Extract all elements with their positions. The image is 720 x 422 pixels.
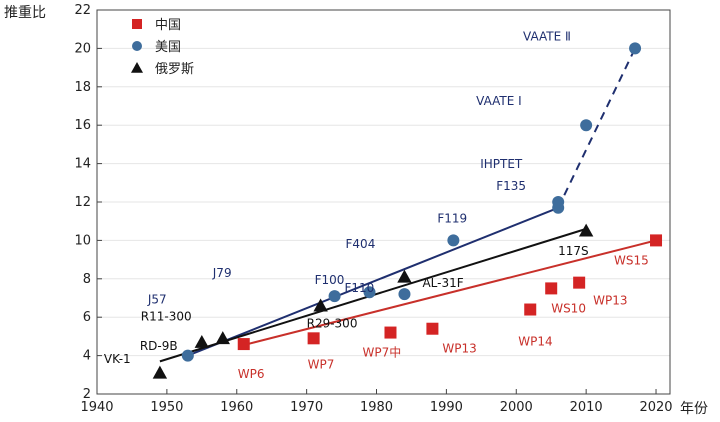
point-label: WP13: [593, 294, 627, 308]
y-axis-label: 推重比: [4, 5, 46, 21]
point-label: RD-9B: [140, 339, 178, 353]
x-tick-label: 1970: [290, 400, 323, 415]
point-label: WP6: [238, 367, 265, 381]
x-tick-label: 1990: [430, 400, 463, 415]
x-tick-label: 1980: [360, 400, 393, 415]
point-label: IHPTET: [480, 157, 523, 171]
point-label: J79: [212, 266, 232, 280]
y-tick-label: 16: [74, 118, 91, 133]
point-marker-triangle: [152, 365, 168, 379]
y-tick-label: 8: [83, 272, 91, 287]
legend-point-marker-square: [132, 19, 142, 29]
x-tick-label: 2010: [570, 400, 603, 415]
point-marker-triangle: [194, 334, 210, 348]
y-tick-label: 6: [83, 310, 91, 325]
x-axis-label: 年份: [680, 401, 708, 417]
point-label: VK-1: [104, 352, 131, 366]
point-marker-triangle: [215, 331, 230, 345]
point-label: R11-300: [141, 309, 192, 323]
trend-line: [243, 239, 657, 347]
point-marker-square: [650, 234, 663, 247]
x-tick-label: 2020: [639, 400, 672, 415]
legend-label: 俄罗斯: [155, 62, 194, 77]
point-label: AL-31F: [422, 276, 463, 290]
point-label: WS10: [551, 301, 586, 315]
point-label: F404: [346, 237, 376, 251]
x-tick-label: 1940: [80, 400, 113, 415]
point-marker-square: [524, 303, 537, 316]
y-tick-label: 4: [83, 349, 91, 364]
y-tick-label: 22: [74, 3, 91, 18]
point-marker-circle: [181, 349, 194, 362]
point-label: WP13: [442, 342, 476, 356]
trend-line: [187, 206, 559, 357]
point-marker-triangle: [313, 298, 328, 312]
point-marker-square: [384, 326, 397, 339]
point-marker-triangle: [397, 269, 412, 283]
x-tick-label: 2000: [500, 400, 533, 415]
point-label: VAATE Ⅰ: [476, 94, 522, 108]
x-tick-label: 1960: [220, 400, 253, 415]
x-tick-label: 1950: [150, 400, 183, 415]
point-label: F135: [496, 179, 526, 193]
point-label: WP14: [518, 335, 552, 349]
point-marker-circle: [328, 290, 341, 303]
point-marker-circle: [552, 196, 565, 208]
y-tick-label: 10: [74, 233, 91, 248]
point-label: F110: [344, 281, 374, 295]
point-label: WP7中: [362, 345, 401, 360]
point-label: WS15: [614, 253, 649, 267]
point-labels: WP6 WP7 WP7中 WP13 WP14 WS10 WP13 WS15 J57 F100 F40…: [104, 29, 649, 381]
axes: 2 4 6 8 10 12 14 16 18 20 22 1940 1950 1960 1970 1980 19…: [74, 3, 672, 415]
point-marker-circle: [447, 234, 460, 247]
point-label: VAATE Ⅱ: [523, 29, 571, 43]
trend-line: [557, 47, 636, 209]
point-marker-square: [426, 322, 439, 335]
data-points: [152, 42, 663, 379]
point-marker-circle: [580, 119, 593, 132]
point-marker-triangle: [578, 223, 594, 237]
point-marker-square: [307, 332, 320, 345]
point-marker-square: [237, 338, 250, 351]
legend-point-marker-circle: [132, 41, 142, 51]
y-tick-label: 14: [74, 157, 91, 172]
point-label: 117S: [558, 244, 589, 258]
point-label: F119: [437, 211, 467, 225]
point-marker-circle: [398, 288, 411, 301]
legend-point-marker-triangle: [131, 62, 143, 73]
point-marker-circle: [629, 42, 642, 55]
y-tick-label: 18: [74, 80, 91, 95]
y-tick-label: 12: [74, 195, 91, 210]
point-label: J57: [147, 293, 167, 307]
point-label: F100: [315, 273, 345, 287]
legend-label: 中国: [155, 18, 181, 33]
y-tick-label: 2: [83, 387, 91, 402]
point-label: R29-300: [307, 317, 358, 331]
point-label: WP7: [308, 357, 335, 371]
point-marker-circle: [363, 286, 376, 299]
point-marker-square: [545, 282, 558, 295]
legend-label: 美国: [155, 40, 181, 55]
point-marker-square: [573, 276, 586, 289]
y-tick-label: 20: [74, 41, 91, 56]
